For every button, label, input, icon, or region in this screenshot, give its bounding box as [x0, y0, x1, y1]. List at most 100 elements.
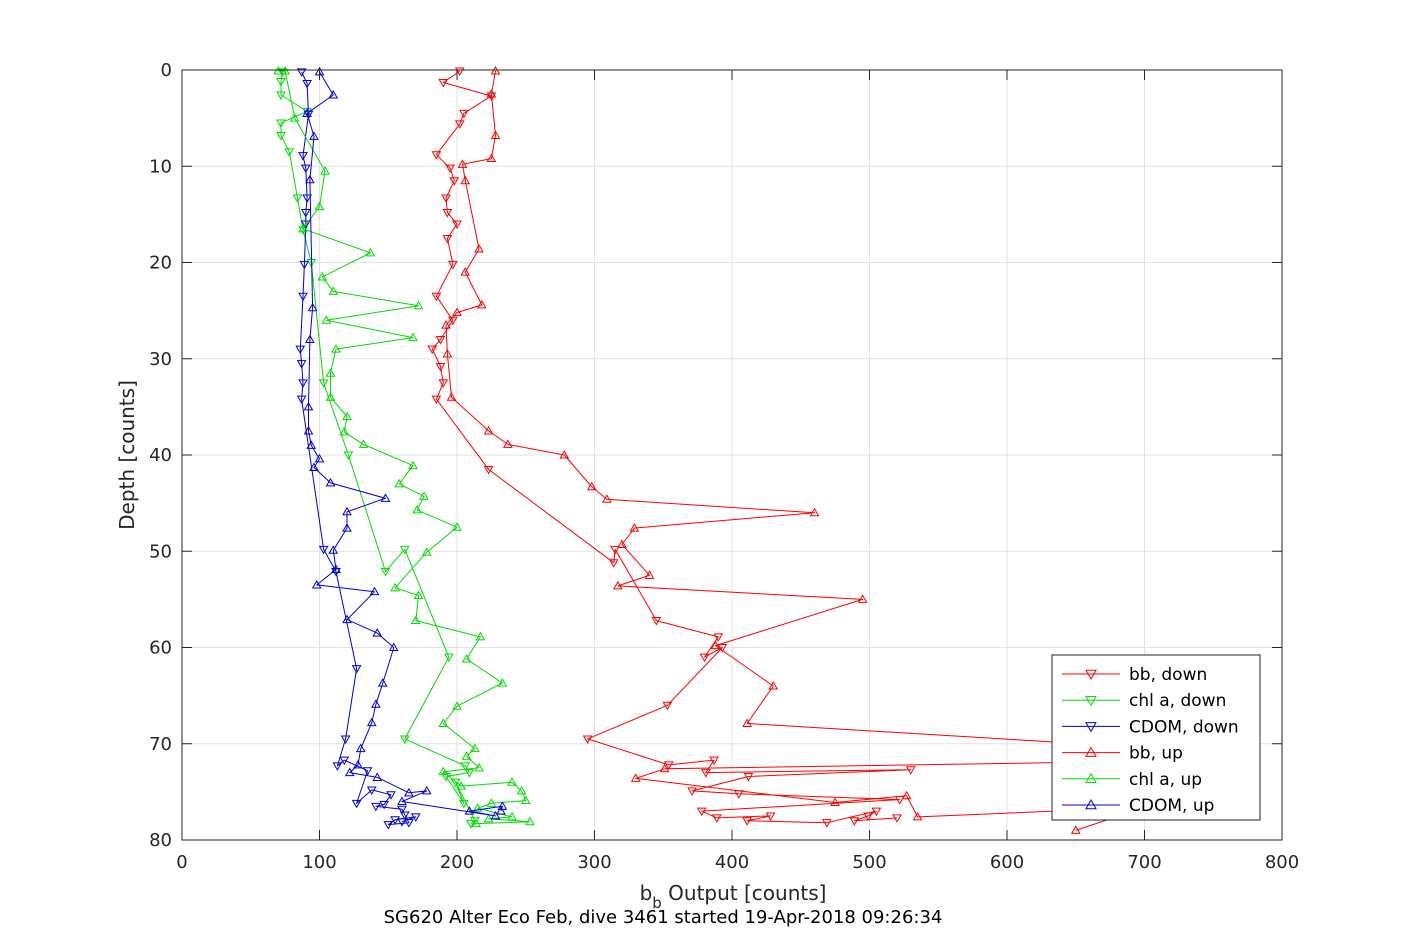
series-chl-a-up — [273, 65, 535, 828]
data-point — [366, 717, 377, 727]
data-point — [318, 545, 329, 555]
data-point — [397, 796, 407, 805]
data-point — [630, 773, 641, 782]
data-point — [342, 411, 352, 420]
legend-box — [1051, 654, 1261, 821]
data-point — [435, 336, 446, 345]
x-tick-label: 100 — [302, 852, 336, 873]
data-point — [699, 653, 710, 663]
data-point — [441, 194, 451, 204]
data-point — [303, 425, 314, 435]
data-point — [901, 790, 912, 800]
data-point — [582, 735, 593, 744]
data-point — [687, 787, 697, 796]
data-point — [298, 292, 308, 302]
data-point — [460, 175, 471, 185]
data-point — [340, 735, 351, 744]
x-axis-label-rest: Output [counts] — [662, 881, 827, 905]
legend-entry-label: CDOM, up — [1129, 796, 1214, 816]
data-point — [371, 699, 381, 708]
data-point — [461, 654, 472, 663]
data-point — [438, 79, 449, 88]
data-point — [355, 743, 366, 753]
x-tick-label: 200 — [440, 852, 474, 873]
data-point — [413, 590, 424, 600]
data-point — [459, 799, 469, 809]
data-point — [321, 315, 332, 324]
data-point — [696, 807, 707, 817]
data-point — [483, 425, 494, 435]
data-point — [276, 119, 286, 128]
y-axis-label: Depth [counts] — [115, 380, 139, 530]
data-point — [362, 767, 373, 776]
data-point — [452, 522, 462, 531]
data-point — [299, 260, 310, 270]
data-point — [295, 345, 306, 355]
series-line — [306, 71, 503, 817]
data-point — [390, 816, 400, 825]
x-tick-label: 800 — [1265, 852, 1299, 873]
data-point — [309, 131, 319, 140]
data-point — [298, 226, 308, 235]
data-point — [342, 506, 352, 516]
series-layer — [273, 65, 1169, 834]
data-point — [475, 631, 486, 641]
data-point — [277, 68, 288, 77]
data-point — [317, 271, 328, 281]
data-point — [438, 379, 449, 388]
data-point — [331, 344, 341, 353]
data-point — [459, 109, 469, 119]
x-tick-label: 700 — [1127, 852, 1161, 873]
data-point — [328, 545, 339, 554]
data-point — [431, 151, 442, 160]
data-point — [372, 628, 383, 637]
data-point — [507, 777, 517, 786]
y-tick-label: 10 — [149, 156, 172, 177]
data-point — [397, 805, 407, 815]
data-point — [662, 701, 673, 711]
data-point — [486, 89, 497, 98]
data-point — [303, 401, 314, 411]
data-point — [743, 772, 754, 782]
data-point — [457, 159, 468, 168]
legend-swatch-marker — [1085, 798, 1097, 810]
data-point — [712, 814, 722, 823]
data-point — [497, 678, 508, 687]
data-point — [1070, 825, 1081, 834]
data-point — [413, 300, 424, 310]
legend-swatch-marker — [1085, 772, 1097, 784]
x-tick-label: 600 — [990, 852, 1024, 873]
data-point — [452, 220, 462, 230]
data-point — [445, 164, 455, 174]
data-point — [892, 814, 902, 823]
data-point — [343, 451, 354, 461]
data-point — [399, 735, 410, 744]
data-point — [305, 174, 315, 184]
data-point — [768, 680, 779, 690]
data-point — [470, 743, 480, 753]
data-point — [344, 767, 355, 777]
x-tick-label: 500 — [852, 852, 886, 873]
y-tick-label: 70 — [149, 734, 172, 755]
data-point — [507, 811, 517, 821]
series-chl-a-down — [276, 68, 480, 829]
data-point — [300, 208, 311, 218]
data-point — [809, 507, 820, 517]
chart-title: SG620 Alter Eco Feb, dive 3461 started 1… — [384, 907, 943, 928]
data-point — [602, 494, 612, 503]
data-point — [404, 787, 414, 797]
data-point — [525, 816, 535, 826]
data-point — [483, 465, 494, 475]
data-point — [372, 772, 383, 781]
y-tick-label: 50 — [149, 541, 172, 562]
data-point — [284, 148, 295, 157]
data-point — [610, 545, 620, 555]
series-line — [278, 70, 531, 825]
data-point — [871, 807, 882, 817]
data-point — [412, 504, 422, 514]
legend-swatch-marker — [1085, 722, 1097, 733]
data-point — [296, 68, 307, 77]
x-axis-label-main: b — [640, 881, 653, 905]
data-point — [483, 813, 494, 823]
